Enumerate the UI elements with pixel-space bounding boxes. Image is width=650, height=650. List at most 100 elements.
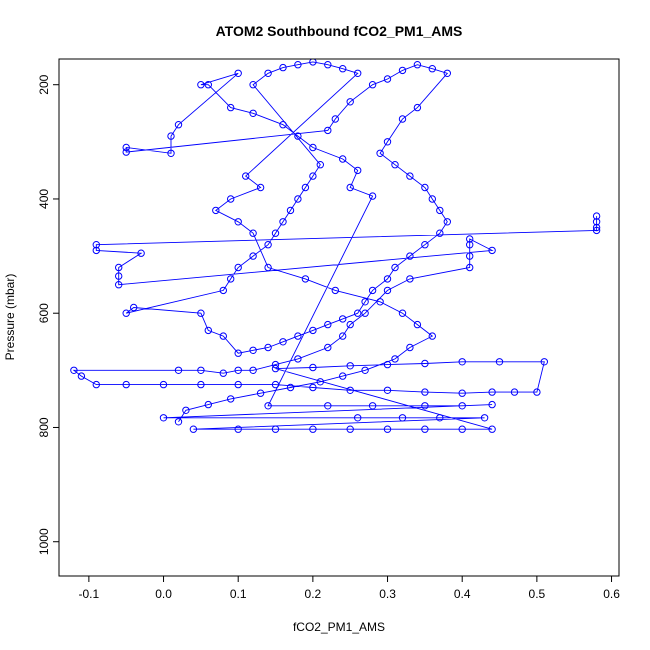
y-tick-label: 800 [37,417,51,437]
x-tick-label: 0.0 [155,587,172,601]
data-point [249,229,257,237]
data-point [368,81,377,89]
data-point [428,332,436,340]
data-point [346,362,354,370]
data-point [316,161,324,169]
data-point [197,309,205,317]
data-point [592,212,601,220]
data-point [174,121,183,129]
plot-frame [58,58,620,577]
x-tick-label: 0.2 [305,587,322,601]
y-axis: 200 400 600 800 1000 [37,74,59,555]
y-tick-label: 200 [37,74,51,94]
data-point [443,218,451,226]
data-point [413,103,422,112]
data-point [488,388,496,396]
data-point [279,63,287,72]
data-point [182,406,190,414]
data-point [443,69,451,78]
data-point [421,183,429,192]
data-point [122,309,130,317]
data-point [368,286,377,295]
data-point [197,81,205,89]
x-axis-label: fCO2_PM1_AMS [293,620,385,634]
x-tick-label: 0.1 [230,587,247,601]
data-point [592,223,601,232]
data-point [249,252,257,260]
data-point [324,402,332,410]
data-point [436,414,444,422]
data-point [466,252,474,260]
data-point [264,263,272,272]
plot-area [70,59,601,433]
data-point [458,425,466,433]
data-point [466,235,474,243]
data-point [249,109,257,118]
data-point [92,380,101,389]
data-point [271,229,280,237]
data-point [331,115,339,123]
data-point [234,349,242,357]
data-point [339,372,347,380]
data-point [383,386,392,394]
x-tick-label: 0.5 [529,587,546,601]
data-point [436,229,444,237]
data-point [354,69,362,78]
data-point [279,338,287,346]
series-0 [70,59,601,433]
data-point [361,309,369,317]
data-point [346,320,354,329]
data-point [264,402,272,410]
data-point [264,343,272,352]
data-point [339,315,347,323]
data-point [421,425,429,433]
x-tick-label: 0.3 [379,587,396,601]
data-point [204,326,213,335]
data-point [70,366,78,374]
data-point [406,252,414,260]
data-point [130,303,138,312]
data-point [361,298,369,306]
data-point [458,389,466,397]
data-point [249,346,257,354]
data-point [398,66,407,75]
data-point [204,81,213,89]
data-point [406,275,414,283]
data-point [294,60,302,69]
data-point [398,414,407,422]
data-point [197,380,205,389]
data-point [249,81,257,89]
data-point [354,309,362,317]
x-tick-label: -0.1 [79,587,100,601]
data-point [301,275,310,283]
data-point [406,172,414,180]
data-point [339,155,347,163]
data-point [458,358,466,366]
data-point [458,402,466,410]
data-point [354,166,362,175]
data-point [421,402,429,410]
data-point [271,360,280,369]
data-point [264,241,272,249]
data-point [413,320,422,329]
data-point [368,192,377,200]
data-point [361,366,369,374]
data-point [398,309,407,317]
data-point [383,286,392,295]
data-point [249,366,257,374]
data-point [227,395,235,403]
data-point [137,249,145,257]
data-point [488,425,496,433]
data-point [488,246,496,255]
chart-title: ATOM2 Southbound fCO2_PM1_AMS [216,23,463,39]
data-point [391,355,399,363]
data-point [331,286,339,295]
data-point [406,343,414,352]
data-point [383,425,392,433]
data-point [234,380,242,389]
y-tick-label: 1000 [37,528,51,555]
data-point [234,69,242,78]
data-point [339,332,347,340]
data-point [167,149,175,158]
data-point [279,121,287,129]
